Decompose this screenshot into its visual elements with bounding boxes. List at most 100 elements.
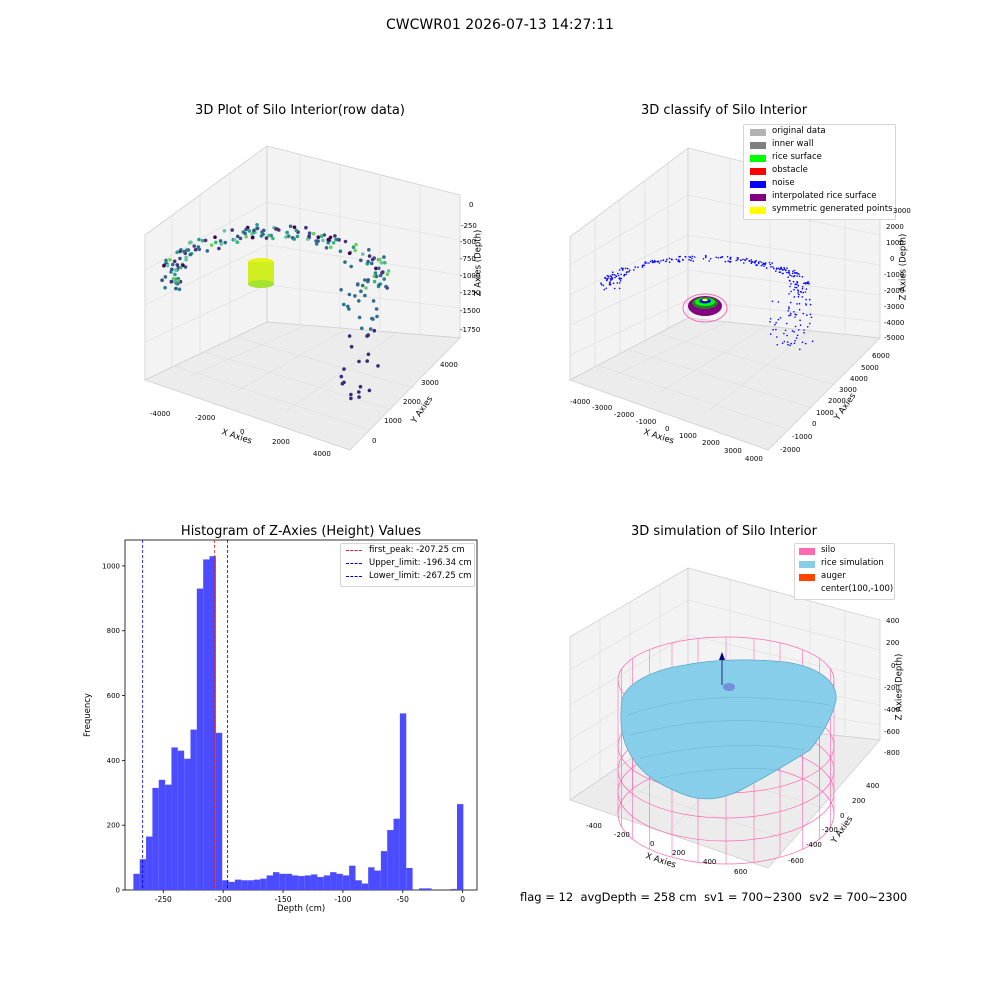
p2-noise-point — [777, 267, 780, 270]
p2-noise-point — [662, 259, 664, 262]
p2-noise-point — [618, 287, 621, 290]
histogram-vlines — [142, 540, 228, 890]
histogram-bar — [425, 888, 432, 890]
p2-noise-point — [609, 278, 612, 280]
p2-noise-point — [793, 296, 796, 298]
p1-point — [175, 263, 180, 267]
p2-noise-point — [613, 273, 615, 276]
legend-label: Lower_limit: -267.25 cm — [369, 571, 472, 581]
p1-point — [184, 257, 188, 262]
p2-noise-point — [787, 343, 789, 346]
p2-noise-point — [784, 329, 787, 332]
p3-ztick: -800 — [884, 749, 900, 757]
p2-xtick: -4000 — [570, 398, 591, 406]
p2-noise-point — [805, 304, 807, 306]
p2-ztick: 2000 — [886, 223, 904, 231]
p1-point — [264, 236, 269, 240]
p2-noise-point — [794, 340, 796, 342]
p2-noise-point — [717, 257, 720, 259]
p2-noise-point — [730, 256, 732, 259]
histogram-bar — [292, 875, 299, 890]
p2-noise-point — [808, 282, 810, 285]
p2-noise-point — [783, 340, 786, 343]
p1-point — [326, 237, 331, 242]
legend-label: obstacle — [772, 165, 808, 175]
histogram-bar — [457, 804, 464, 890]
p3-ytick: 400 — [866, 782, 880, 790]
p1-point — [197, 247, 202, 252]
p3-ytick: -200 — [822, 826, 838, 834]
p2-noise-point — [764, 262, 767, 264]
p2-noise-point — [702, 258, 705, 260]
p1-point — [377, 283, 381, 287]
p2-noise-point — [804, 342, 807, 345]
p2-noise-point — [789, 314, 792, 316]
histogram-bar — [279, 873, 286, 890]
p2-noise-point — [797, 329, 800, 331]
p2-noise-point — [608, 275, 610, 278]
legend-label: inner wall — [772, 139, 814, 149]
p2-noise-point — [750, 259, 753, 261]
p3-ztick: 0 — [891, 662, 896, 670]
p2-noise-point — [788, 314, 790, 317]
legend-swatch — [346, 550, 362, 551]
p2-legend: original data inner wall rice surface ob… — [743, 124, 896, 220]
p1-point — [200, 238, 205, 243]
p2-noise-point — [743, 262, 745, 264]
p2-noise-point — [769, 321, 771, 323]
p2-noise-point — [776, 336, 778, 338]
p2-noise-point — [620, 277, 623, 280]
p2-noise-point — [793, 311, 795, 313]
p2-noise-point — [786, 341, 789, 343]
p2-noise-point — [651, 259, 654, 262]
p2-noise-point — [600, 282, 602, 285]
p2-noise-point — [787, 310, 789, 312]
p2-noise-point — [621, 268, 624, 271]
p2-noise-point — [792, 275, 795, 278]
legend-label: interpolated rice surface — [772, 191, 877, 201]
p1-point — [213, 235, 217, 239]
p2-noise-point — [788, 307, 790, 310]
p2-noise-point — [633, 269, 635, 271]
p2-ytick: 2000 — [828, 397, 846, 405]
p1-point — [347, 334, 352, 338]
status-flag: flag = 12 — [520, 890, 574, 904]
p2-noise-point — [809, 322, 811, 325]
histogram-bar — [266, 875, 273, 890]
p1-point — [324, 246, 329, 250]
p2-noise-point — [785, 322, 788, 325]
p1-point — [358, 384, 363, 389]
p1-point — [342, 380, 346, 385]
histogram-bar — [285, 873, 293, 890]
histogram-bar — [317, 877, 324, 890]
p2-noise-point — [609, 283, 612, 285]
p1-point — [333, 234, 337, 238]
p2-noise-point — [777, 318, 780, 321]
p3-xtick: -200 — [614, 831, 630, 839]
p2-noise-point — [789, 280, 791, 282]
p2-noise-point — [801, 287, 804, 290]
histogram-bar — [228, 881, 235, 890]
p1-point — [230, 228, 234, 232]
p2-noise-point — [654, 259, 656, 262]
p2-noise-point — [611, 273, 614, 276]
histogram-bar — [165, 784, 172, 890]
p2-noise-point — [610, 275, 612, 277]
p2-noise-point — [623, 275, 625, 277]
p1-point — [342, 302, 346, 307]
p1-point — [252, 228, 256, 233]
p3-plot — [569, 567, 881, 869]
p2-noise-point — [809, 313, 812, 316]
p1-point — [374, 307, 379, 311]
p3-ytick: 200 — [852, 797, 866, 805]
p1-point — [163, 275, 168, 279]
histogram-bar — [209, 556, 216, 890]
p2-noise-point — [788, 272, 790, 275]
histogram-bar — [349, 865, 356, 890]
p1-point — [173, 272, 177, 277]
p2-noise-point — [729, 260, 732, 263]
p2-noise-point — [790, 342, 792, 345]
p2-noise-point — [704, 254, 707, 257]
p2-xtick: 0 — [665, 425, 670, 433]
p2-noise-point — [735, 259, 737, 262]
